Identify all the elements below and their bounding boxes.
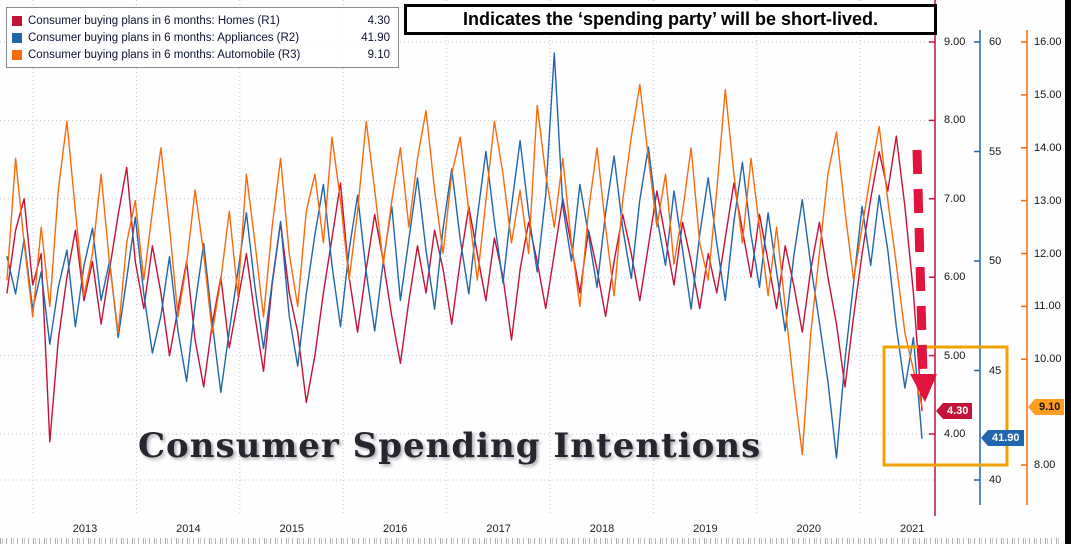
series-line-r3 xyxy=(6,83,923,456)
tick-label-r3-13.00: 13.00 xyxy=(1034,194,1062,207)
right-edge-bar xyxy=(1065,0,1071,544)
last-value-badge-r1: 4.30 xyxy=(936,402,973,419)
annotation-text: Indicates the ‘spending party’ will be s… xyxy=(462,9,879,29)
legend-value: 9.10 xyxy=(367,48,390,61)
legend-value: 4.30 xyxy=(367,14,390,27)
tick-label-r1-6.00: 6.00 xyxy=(944,271,966,284)
badge-arrow-icon xyxy=(936,402,943,419)
tick-label-r2-40: 40 xyxy=(989,474,1002,486)
legend-swatch-icon xyxy=(12,15,22,26)
legend-label: Consumer buying plans in 6 months: Appli… xyxy=(28,31,300,44)
year-label-2016: 2016 xyxy=(382,523,408,535)
year-label-2017: 2017 xyxy=(486,523,511,535)
year-label-2021: 2021 xyxy=(899,523,925,535)
legend-item-2: Consumer buying plans in 6 months: Autom… xyxy=(12,46,390,63)
tick-label-r3-10.00: 10.00 xyxy=(1034,353,1062,366)
tick-label-r2-55: 55 xyxy=(989,145,1002,158)
tick-label-r1-4.00: 4.00 xyxy=(944,428,966,440)
series-line-r1 xyxy=(6,135,923,443)
tick-label-r1-8.00: 8.00 xyxy=(944,114,966,127)
legend-item-0: Consumer buying plans in 6 months: Homes… xyxy=(12,12,390,29)
tick-label-r2-60: 60 xyxy=(989,36,1002,48)
legend-label: Consumer buying plans in 6 months: Autom… xyxy=(28,48,301,61)
tick-label-r3-14.00: 14.00 xyxy=(1034,141,1062,154)
tick-label-r1-7.00: 7.00 xyxy=(944,192,966,205)
tick-label-r3-15.00: 15.00 xyxy=(1034,88,1062,101)
annotation-box: Indicates the ‘spending party’ will be s… xyxy=(404,4,937,35)
year-label-2020: 2020 xyxy=(796,523,822,535)
legend-value: 41.90 xyxy=(361,31,390,44)
tick-label-r2-45: 45 xyxy=(989,364,1002,377)
dashed-arrow-shaft xyxy=(912,149,928,377)
chart-title-watermark: Consumer Spending Intentions xyxy=(138,426,762,466)
badge-value: 41.90 xyxy=(988,430,1024,447)
tick-label-r3-16.00: 16.00 xyxy=(1034,36,1062,48)
badge-value: 4.30 xyxy=(943,402,973,419)
year-label-2018: 2018 xyxy=(589,523,615,535)
tick-label-r3-12.00: 12.00 xyxy=(1034,247,1062,260)
tick-label-r2-50: 50 xyxy=(989,255,1002,267)
year-label-2013: 2013 xyxy=(72,523,98,535)
badge-arrow-icon xyxy=(981,430,988,447)
badge-arrow-icon xyxy=(1028,398,1035,415)
legend-box: Consumer buying plans in 6 months: Homes… xyxy=(6,7,399,68)
year-label-2015: 2015 xyxy=(279,523,305,535)
last-value-badge-r2: 41.90 xyxy=(981,430,1024,447)
series-line-r2 xyxy=(6,52,923,459)
year-label-2014: 2014 xyxy=(176,523,201,535)
highlight-box xyxy=(882,345,1009,467)
legend-swatch-icon xyxy=(12,32,22,43)
badge-value: 9.10 xyxy=(1035,398,1065,415)
truncated-footer-text xyxy=(0,538,1060,544)
tick-label-r1-9.00: 9.00 xyxy=(944,36,966,48)
dashed-arrow-head xyxy=(910,374,937,402)
legend-label: Consumer buying plans in 6 months: Homes… xyxy=(28,14,280,27)
year-label-2019: 2019 xyxy=(693,523,718,535)
legend-item-1: Consumer buying plans in 6 months: Appli… xyxy=(12,29,390,46)
legend-swatch-icon xyxy=(12,49,22,60)
tick-label-r3-11.00: 11.00 xyxy=(1034,300,1061,313)
last-value-badge-r3: 9.10 xyxy=(1028,398,1065,415)
tick-label-r3-8.00: 8.00 xyxy=(1034,459,1056,471)
tick-label-r1-5.00: 5.00 xyxy=(944,349,966,362)
